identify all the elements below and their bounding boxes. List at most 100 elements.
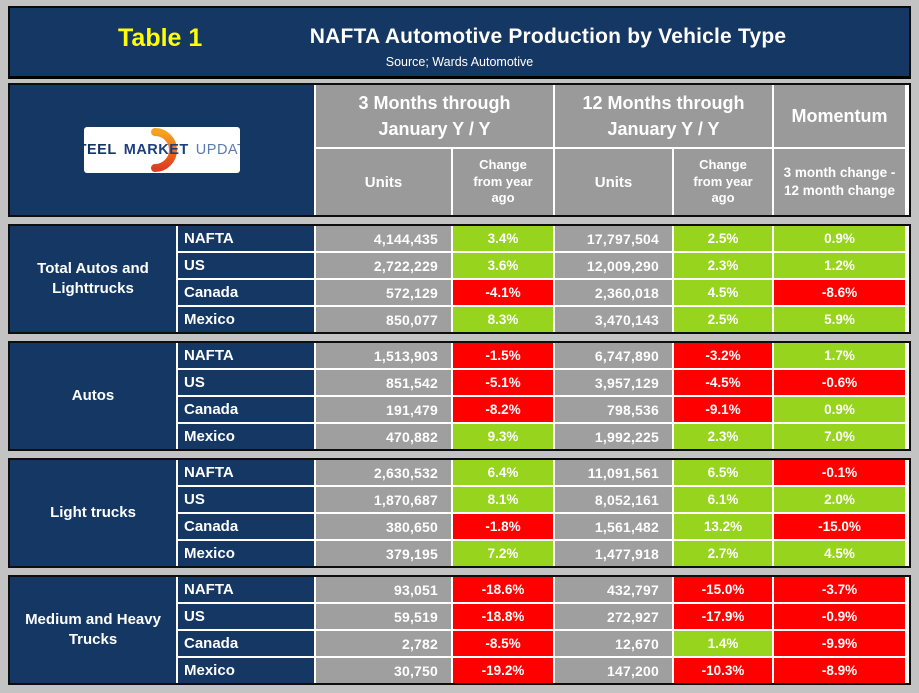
change-3mo-cell: 3.4% [453,226,553,251]
group-autos: Autos NAFTA 1,513,903 -1.5% 6,747,890 -3… [8,341,911,451]
units-3mo-cell: 380,650 [316,514,451,539]
change-3mo-cell: 8.1% [453,487,553,512]
logo-word-steel: STEEL [84,142,117,158]
column-header-block: STEEL MARKET UPDATE 3 Months through Jan… [8,83,911,217]
subheader-units-3mo: Units [316,149,451,215]
units-3mo-cell: 470,882 [316,424,451,449]
page-title: NAFTA Automotive Production by Vehicle T… [309,25,787,48]
title-bar: Table 1 NAFTA Automotive Production by V… [8,6,911,79]
momentum-cell: -15.0% [774,514,905,539]
steel-market-update-logo: STEEL MARKET UPDATE [84,127,240,173]
region-cell: Mexico [178,658,314,683]
change-3mo-cell: -18.6% [453,577,553,602]
subheader-units-12mo: Units [555,149,672,215]
region-cell: US [178,370,314,395]
units-12mo-cell: 1,992,225 [555,424,672,449]
header-momentum: Momentum [774,85,905,147]
group-label: Total Autos and Lighttrucks [10,226,176,332]
logo-word-update: UPDATE [195,142,240,158]
momentum-cell: -0.1% [774,460,905,485]
subheader-change-3mo: Change from year ago [453,149,553,215]
units-12mo-cell: 8,052,161 [555,487,672,512]
units-3mo-cell: 850,077 [316,307,451,332]
momentum-cell: -3.7% [774,577,905,602]
source-caption: Source; Wards Automotive [385,55,534,69]
units-3mo-cell: 1,870,687 [316,487,451,512]
units-3mo-cell: 2,722,229 [316,253,451,278]
units-3mo-cell: 379,195 [316,541,451,566]
momentum-cell: 7.0% [774,424,905,449]
units-3mo-cell: 93,051 [316,577,451,602]
report-sheet: Table 1 NAFTA Automotive Production by V… [8,6,911,685]
change-3mo-cell: -8.5% [453,631,553,656]
group-total-autos-lighttrucks: Total Autos and Lighttrucks NAFTA 4,144,… [8,224,911,334]
units-3mo-cell: 59,519 [316,604,451,629]
group-label: Autos [10,343,176,449]
subheader-momentum: 3 month change - 12 month change [774,149,905,215]
momentum-cell: 4.5% [774,541,905,566]
region-cell: NAFTA [178,226,314,251]
momentum-cell: 5.9% [774,307,905,332]
momentum-cell: 1.7% [774,343,905,368]
units-3mo-cell: 2,630,532 [316,460,451,485]
units-3mo-cell: 30,750 [316,658,451,683]
region-cell: Canada [178,514,314,539]
momentum-cell: 1.2% [774,253,905,278]
change-12mo-cell: 6.1% [674,487,772,512]
change-12mo-cell: 4.5% [674,280,772,305]
change-12mo-cell: 13.2% [674,514,772,539]
units-12mo-cell: 798,536 [555,397,672,422]
momentum-cell: -8.9% [774,658,905,683]
units-3mo-cell: 2,782 [316,631,451,656]
header-12-months: 12 Months through January Y / Y [555,85,772,147]
header-3-months: 3 Months through January Y / Y [316,85,553,147]
momentum-cell: -8.6% [774,280,905,305]
units-12mo-cell: 12,009,290 [555,253,672,278]
units-12mo-cell: 12,670 [555,631,672,656]
change-3mo-cell: 7.2% [453,541,553,566]
units-12mo-cell: 3,957,129 [555,370,672,395]
region-cell: NAFTA [178,343,314,368]
change-3mo-cell: 9.3% [453,424,553,449]
momentum-cell: 0.9% [774,397,905,422]
region-cell: Mexico [178,541,314,566]
change-12mo-cell: -15.0% [674,577,772,602]
momentum-cell: 0.9% [774,226,905,251]
subheader-change-12mo: Change from year ago [674,149,772,215]
logo-word-market: MARKET [123,142,189,158]
region-cell: US [178,253,314,278]
change-12mo-cell: 2.5% [674,226,772,251]
units-12mo-cell: 432,797 [555,577,672,602]
units-12mo-cell: 272,927 [555,604,672,629]
region-cell: US [178,604,314,629]
group-label: Light trucks [10,460,176,566]
logo-wordmark: STEEL MARKET UPDATE [84,142,240,158]
region-cell: NAFTA [178,460,314,485]
momentum-cell: -0.9% [774,604,905,629]
group-light-trucks: Light trucks NAFTA 2,630,532 6.4% 11,091… [8,458,911,568]
momentum-cell: 2.0% [774,487,905,512]
units-12mo-cell: 147,200 [555,658,672,683]
units-12mo-cell: 2,360,018 [555,280,672,305]
change-12mo-cell: 2.5% [674,307,772,332]
region-cell: Canada [178,397,314,422]
group-medium-heavy-trucks: Medium and Heavy Trucks NAFTA 93,051 -18… [8,575,911,685]
units-3mo-cell: 1,513,903 [316,343,451,368]
table-number-tag: Table 1 [118,24,203,52]
change-12mo-cell: -10.3% [674,658,772,683]
logo-cell: STEEL MARKET UPDATE [10,85,314,215]
change-12mo-cell: -4.5% [674,370,772,395]
units-12mo-cell: 17,797,504 [555,226,672,251]
change-3mo-cell: -1.8% [453,514,553,539]
change-3mo-cell: 8.3% [453,307,553,332]
change-3mo-cell: -4.1% [453,280,553,305]
momentum-cell: -0.6% [774,370,905,395]
change-3mo-cell: 3.6% [453,253,553,278]
units-12mo-cell: 3,470,143 [555,307,672,332]
change-3mo-cell: -5.1% [453,370,553,395]
units-12mo-cell: 11,091,561 [555,460,672,485]
units-12mo-cell: 6,747,890 [555,343,672,368]
units-12mo-cell: 1,477,918 [555,541,672,566]
region-cell: Mexico [178,424,314,449]
change-3mo-cell: -19.2% [453,658,553,683]
